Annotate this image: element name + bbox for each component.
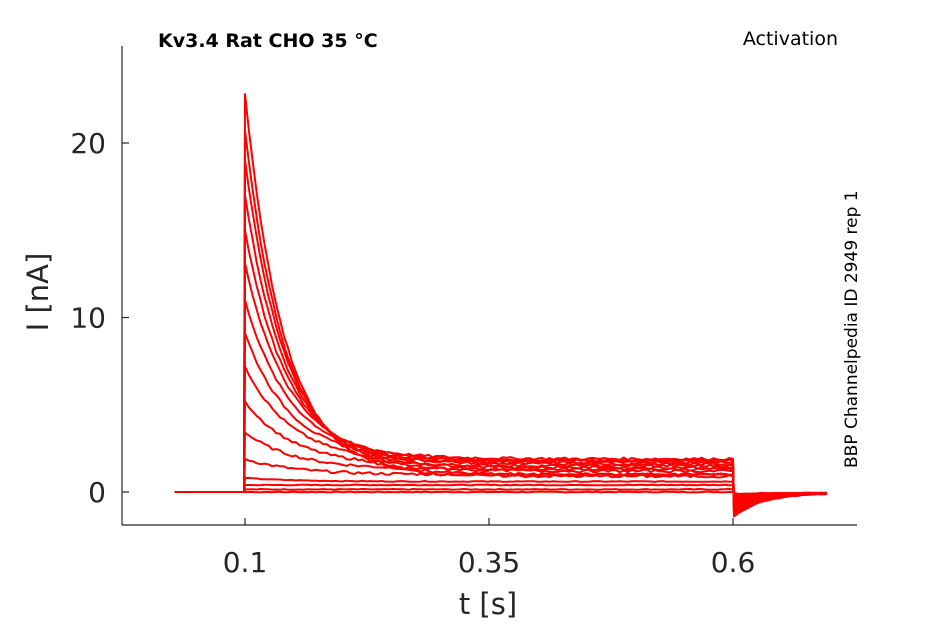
x-tick-label: 0.6 — [711, 546, 756, 579]
current-traces — [174, 93, 827, 518]
source-label: BBP Channelpedia ID 2949 rep 1 — [842, 190, 862, 468]
x-tick-label: 0.1 — [223, 546, 268, 579]
y-tick-label: 20 — [70, 127, 106, 160]
current-trace-3 — [174, 483, 827, 497]
current-trace-2 — [174, 488, 827, 496]
x-axis-label: t [s] — [459, 587, 517, 621]
y-tick-label: 10 — [70, 302, 106, 335]
y-axis-label: I [nA] — [21, 253, 55, 332]
current-trace-4 — [174, 476, 827, 498]
chart-title: Kv3.4 Rat CHO 35 °C — [158, 30, 378, 52]
protocol-label: Activation — [743, 28, 838, 50]
current-trace-16 — [174, 93, 827, 518]
y-tick-label: 0 — [88, 476, 106, 509]
current-trace-1 — [174, 490, 827, 495]
x-tick-label: 0.35 — [458, 546, 520, 579]
axis-ticks: 0.1 0.35 0.6 0 10 20 — [70, 127, 755, 579]
